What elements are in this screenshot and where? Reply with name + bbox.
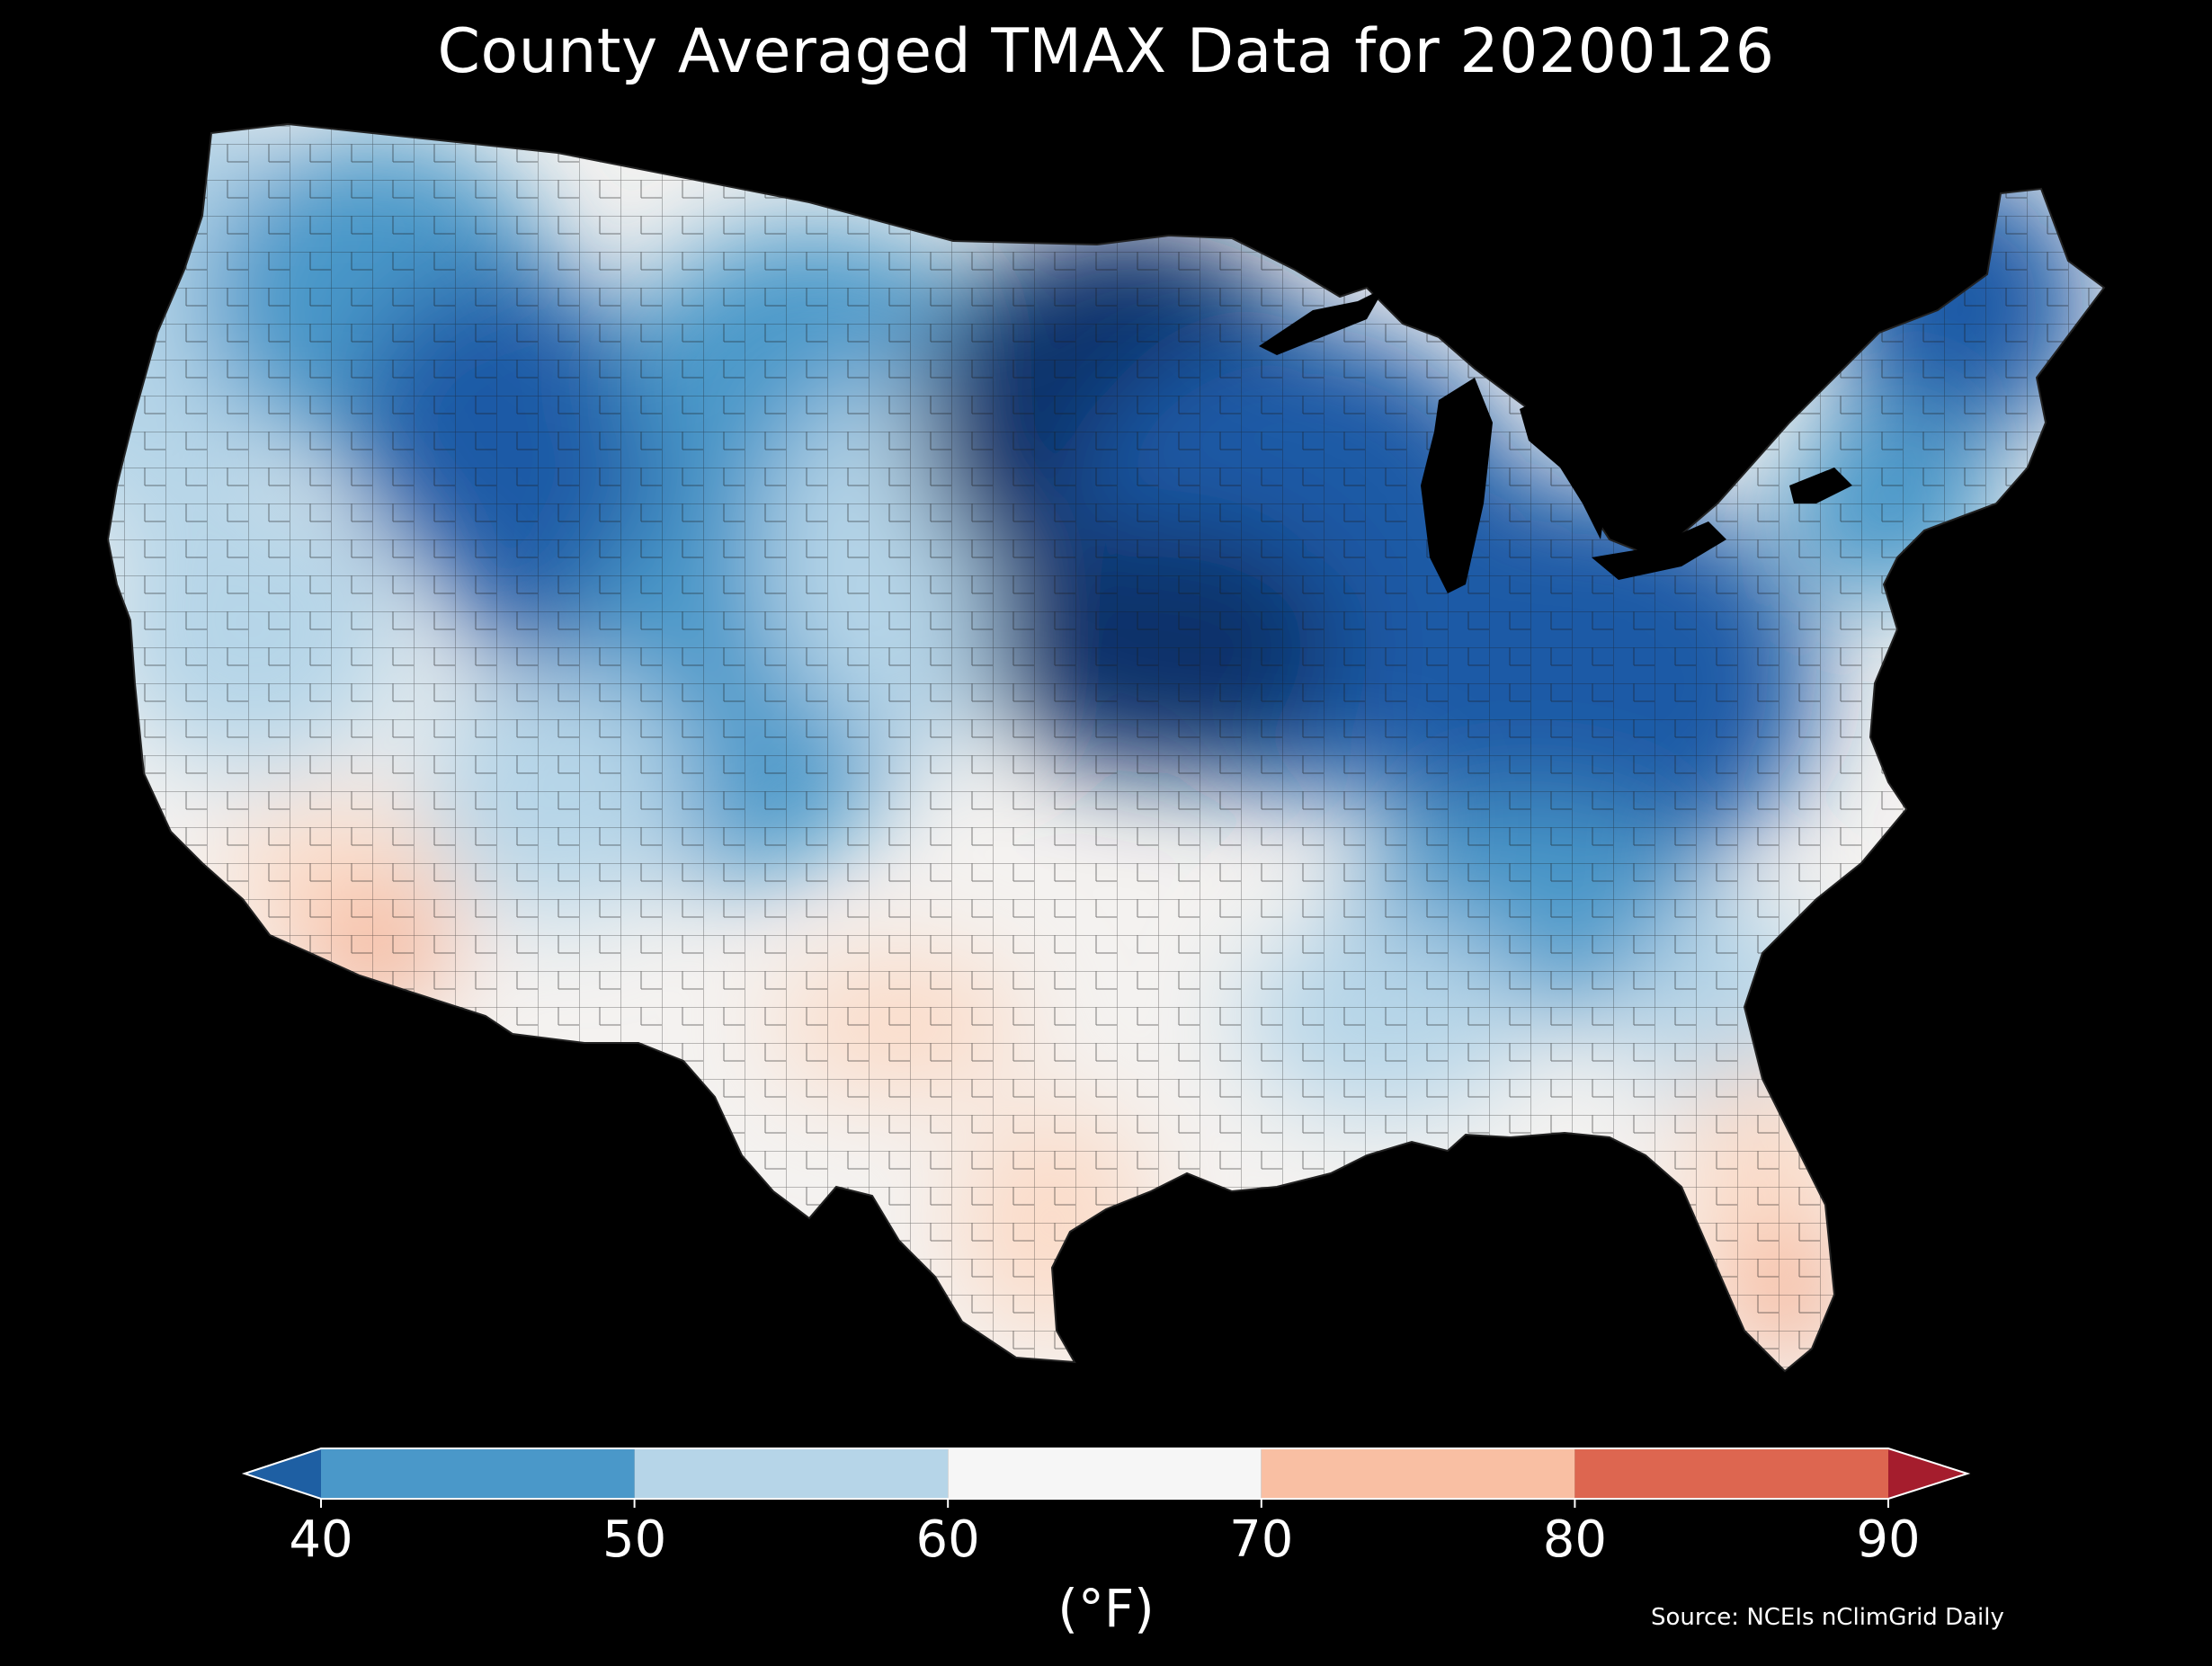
source-note: Source: NCEIs nClimGrid Daily	[1651, 1604, 2004, 1631]
colorbar-tick-label: 40	[289, 1510, 353, 1569]
colorbar-tick-label: 80	[1542, 1510, 1608, 1569]
colorbar-under-arrow	[245, 1448, 321, 1499]
colorbar-bin-50-60	[634, 1448, 949, 1499]
map-title: County Averaged TMAX Data for 20200126	[437, 16, 1775, 87]
colorbar-bin-80-90	[1574, 1448, 1888, 1499]
great-lakes	[1259, 288, 1852, 593]
colorbar-over-arrow	[1888, 1448, 1967, 1499]
colorbar-tick-label: 90	[1856, 1510, 1921, 1569]
colorbar-bin-60-70	[948, 1448, 1262, 1499]
colorbar	[241, 1448, 1971, 1508]
colorbar-tick-label: 60	[915, 1510, 980, 1569]
colorbar-tick-label: 50	[602, 1510, 667, 1569]
units-label: (°F)	[1057, 1578, 1155, 1639]
colorbar-bin-40-50	[321, 1448, 635, 1499]
colorbar-tick-label: 70	[1229, 1510, 1294, 1569]
colorbar-bin-70-80	[1261, 1448, 1575, 1499]
